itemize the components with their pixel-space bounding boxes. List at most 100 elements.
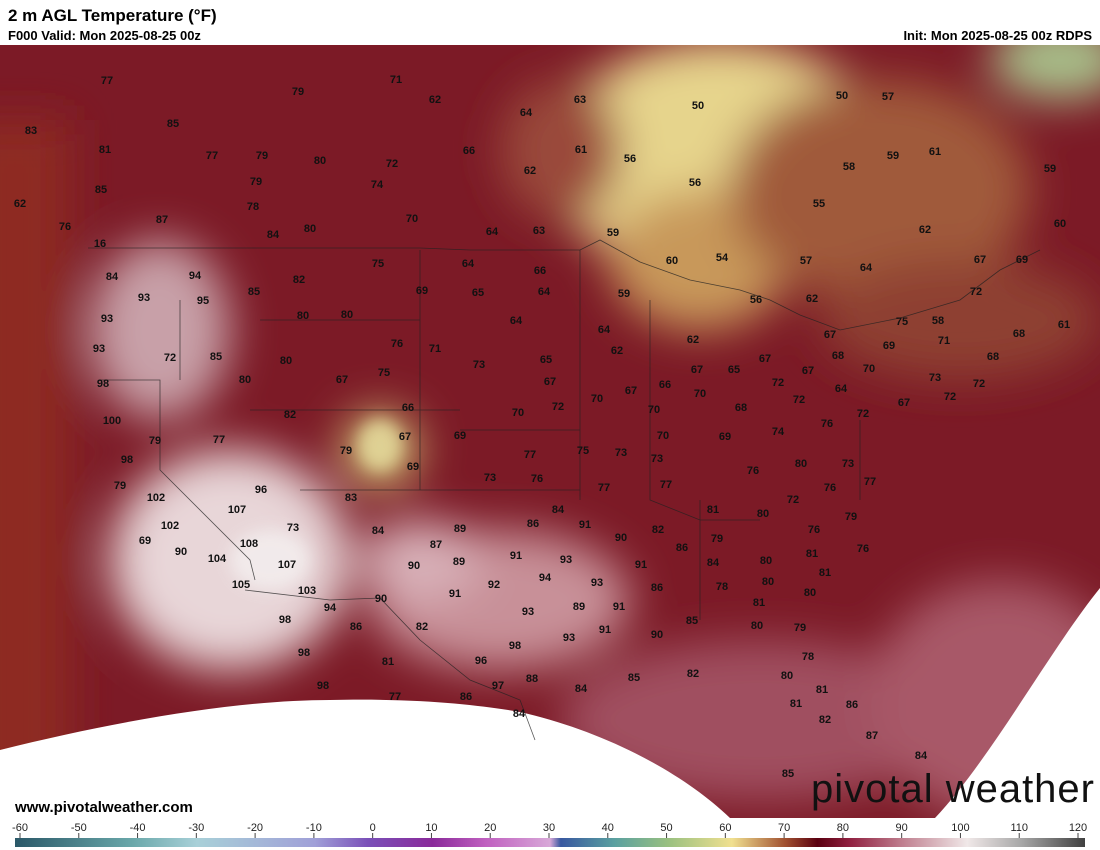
temperature-label: 85 [628, 672, 640, 684]
temperature-label: 70 [694, 388, 706, 400]
temperature-label: 84 [106, 271, 119, 283]
temperature-label: 69 [454, 430, 466, 442]
valid-time: F000 Valid: Mon 2025-08-25 00z [8, 28, 201, 43]
temperature-label: 64 [835, 383, 848, 395]
temperature-label: 58 [932, 315, 944, 327]
colorbar-tick-label: -30 [188, 822, 204, 834]
temperature-label: 93 [138, 292, 150, 304]
temperature-label: 95 [197, 295, 209, 307]
colorbar-tick-label: 120 [1069, 822, 1087, 834]
init-time: Init: Mon 2025-08-25 00z RDPS [903, 28, 1092, 43]
temperature-label: 90 [408, 560, 420, 572]
temperature-label: 84 [915, 750, 928, 762]
temperature-label: 75 [372, 258, 384, 270]
temperature-label: 64 [486, 226, 499, 238]
temperature-label: 88 [526, 673, 538, 685]
temperature-label: 74 [371, 179, 384, 191]
temperature-label: 81 [99, 144, 111, 156]
temperature-label: 100 [103, 415, 121, 427]
temperature-label: 81 [382, 656, 394, 668]
temperature-label: 78 [802, 651, 814, 663]
temperature-label: 89 [454, 523, 466, 535]
temperature-label: 93 [591, 577, 603, 589]
temperature-label: 86 [676, 542, 688, 554]
temperature-label: 83 [25, 125, 37, 137]
temperature-label: 66 [659, 379, 671, 391]
colorbar-tick-label: 70 [778, 822, 790, 834]
temperature-label: 62 [429, 94, 441, 106]
temperature-label: 70 [512, 407, 524, 419]
temperature-label: 93 [522, 606, 534, 618]
temperature-label: 102 [147, 492, 165, 504]
colorbar-tick-label: -40 [130, 822, 146, 834]
temperature-label: 73 [287, 522, 299, 534]
temperature-label: 75 [896, 316, 908, 328]
temperature-label: 94 [324, 602, 337, 614]
temperature-label: 68 [832, 350, 844, 362]
temperature-label: 62 [806, 293, 818, 305]
temperature-label: 76 [824, 482, 836, 494]
temperature-label: 80 [280, 355, 292, 367]
temperature-label: 55 [813, 198, 825, 210]
temperature-label: 80 [304, 223, 316, 235]
temperature-label: 77 [524, 449, 536, 461]
temperature-label: 67 [974, 254, 986, 266]
temperature-label: 76 [531, 473, 543, 485]
temperature-label: 80 [757, 508, 769, 520]
temperature-label: 74 [772, 426, 785, 438]
temperature-label: 85 [686, 615, 698, 627]
temperature-label: 59 [1044, 163, 1056, 175]
temperature-label: 62 [14, 198, 26, 210]
temperature-label: 83 [345, 492, 357, 504]
temperature-label: 70 [591, 393, 603, 405]
temperature-label: 56 [689, 177, 701, 189]
temperature-label: 67 [802, 365, 814, 377]
temperature-label: 82 [284, 409, 296, 421]
temperature-label: 67 [336, 374, 348, 386]
temperature-label: 79 [149, 435, 161, 447]
temperature-label: 85 [248, 286, 260, 298]
temperature-label: 91 [510, 550, 522, 562]
temperature-label: 80 [751, 620, 763, 632]
temperature-label: 82 [687, 668, 699, 680]
temperature-label: 80 [314, 155, 326, 167]
temperature-label: 94 [539, 572, 552, 584]
temperature-label: 75 [577, 445, 589, 457]
temperature-label: 70 [657, 430, 669, 442]
temperature-label: 80 [781, 670, 793, 682]
temperature-label: 82 [293, 274, 305, 286]
temperature-label: 56 [624, 153, 636, 165]
temperature-label: 70 [648, 404, 660, 416]
temperature-label: 79 [256, 150, 268, 162]
temperature-label: 57 [882, 91, 894, 103]
temperature-label: 72 [386, 158, 398, 170]
temperature-label: 81 [790, 698, 802, 710]
temperature-label: 61 [929, 146, 941, 158]
temperature-label: 59 [887, 150, 899, 162]
temperature-label: 66 [402, 402, 414, 414]
colorbar-tick-label: 20 [484, 822, 496, 834]
temperature-label: 72 [944, 391, 956, 403]
temperature-label: 93 [93, 343, 105, 355]
temperature-label: 80 [760, 555, 772, 567]
temperature-label: 80 [795, 458, 807, 470]
temperature-label: 79 [340, 445, 352, 457]
temperature-label: 64 [510, 315, 523, 327]
temperature-label: 77 [206, 150, 218, 162]
temperature-label: 82 [652, 524, 664, 536]
temperature-label: 81 [816, 684, 828, 696]
colorbar-tick-label: -60 [12, 822, 28, 834]
temperature-field [0, 45, 1100, 818]
temperature-label: 67 [544, 376, 556, 388]
temperature-label: 98 [121, 454, 133, 466]
temperature-label: 72 [970, 286, 982, 298]
temperature-label: 72 [857, 408, 869, 420]
temperature-label: 64 [538, 286, 551, 298]
temperature-label: 81 [753, 597, 765, 609]
temperature-label: 80 [804, 587, 816, 599]
temperature-label: 67 [759, 353, 771, 365]
temperature-label: 76 [391, 338, 403, 350]
temperature-label: 96 [475, 655, 487, 667]
temperature-label: 102 [161, 520, 179, 532]
temperature-label: 64 [520, 107, 533, 119]
